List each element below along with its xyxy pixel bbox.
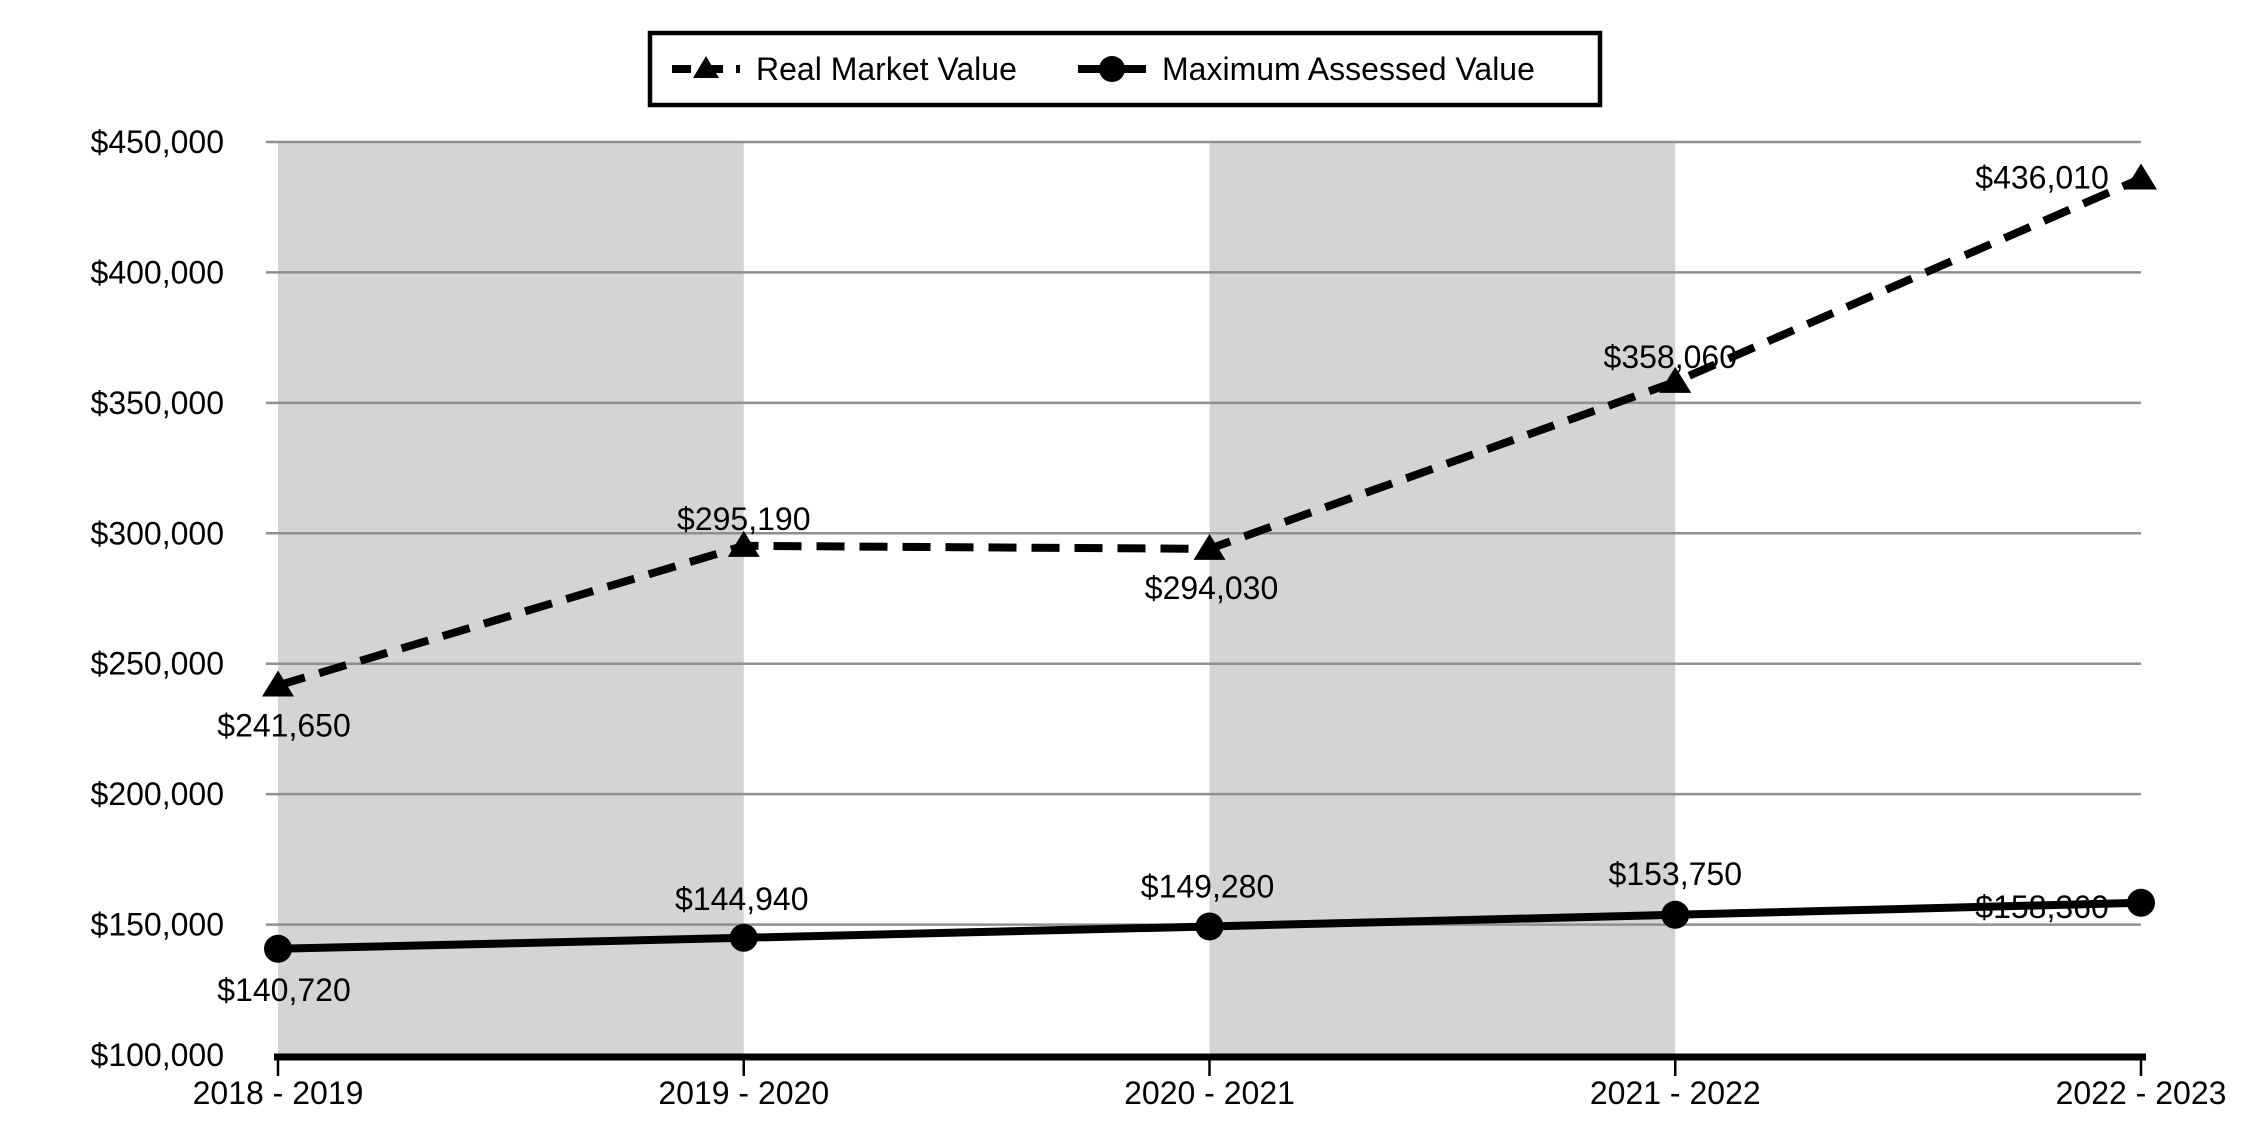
- y-axis-tick-label: $300,000: [91, 515, 224, 551]
- legend-label-maximum-assessed-value: Maximum Assessed Value: [1162, 51, 1535, 87]
- data-label: $294,030: [1145, 570, 1278, 606]
- triangle-marker: [727, 530, 760, 557]
- y-axis-tick-label: $100,000: [91, 1037, 224, 1073]
- circle-marker: [729, 923, 758, 952]
- data-label: $436,010: [1975, 159, 2108, 195]
- y-axis-tick-label: $450,000: [91, 124, 224, 160]
- x-axis-tick-label: 2018 - 2019: [193, 1075, 364, 1111]
- circle-marker: [1195, 912, 1224, 941]
- data-label: $153,750: [1609, 856, 1742, 892]
- circle-marker: [1661, 900, 1690, 929]
- circle-marker: [2127, 888, 2155, 917]
- triangle-marker: [1659, 366, 1692, 393]
- legend-triangle-marker: [693, 56, 719, 78]
- data-label: $295,190: [677, 501, 810, 537]
- x-axis-tick-label: 2019 - 2020: [658, 1075, 829, 1111]
- data-label: $144,940: [675, 881, 808, 917]
- y-axis-tick-label: $350,000: [91, 385, 224, 421]
- y-axis-tick-label: $250,000: [91, 646, 224, 682]
- x-axis-tick-label: 2022 - 2023: [2056, 1075, 2227, 1111]
- triangle-marker: [2125, 163, 2157, 190]
- series-maximum-assessed-value: [264, 888, 2155, 963]
- data-label: $140,720: [217, 972, 350, 1008]
- data-label: $158,360: [1975, 889, 2108, 925]
- data-label-layer: $241,650 $295,190 $294,030 $358,060 $436,010…: [0, 0, 2109, 1008]
- y-axis-tick-label: $400,000: [91, 254, 224, 290]
- alternating-shaded-band: [278, 142, 744, 1057]
- data-label-background: [0, 0, 8, 4]
- alternating-shaded-band: [1209, 142, 1676, 1057]
- legend-label-real-market-value: Real Market Value: [756, 51, 1017, 87]
- y-axis-tick-label: $200,000: [91, 776, 224, 812]
- legend: Real Market Value Maximum Assessed Value: [647, 30, 1603, 108]
- series-real-market-value: [262, 163, 2157, 697]
- data-label: $149,280: [1141, 868, 1274, 904]
- y-axis-tick-label: $150,000: [91, 907, 224, 943]
- x-axis-tick-label: 2020 - 2021: [1124, 1075, 1295, 1111]
- x-axis-tick-label: 2021 - 2022: [1590, 1075, 1761, 1111]
- triangle-marker: [1193, 533, 1226, 560]
- legend-circle-marker: [1099, 56, 1125, 82]
- circle-marker: [264, 934, 292, 963]
- triangle-marker: [262, 670, 294, 697]
- data-label: $358,060: [1604, 339, 1737, 375]
- data-label: $241,650: [217, 707, 350, 743]
